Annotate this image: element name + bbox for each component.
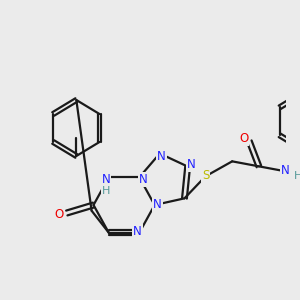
Text: N: N: [281, 164, 290, 177]
Text: O: O: [239, 132, 248, 145]
Text: N: N: [101, 173, 110, 186]
Text: N: N: [139, 173, 148, 186]
Text: N: N: [153, 197, 162, 211]
Text: N: N: [187, 158, 196, 171]
Text: N: N: [157, 150, 166, 163]
Text: N: N: [133, 225, 142, 238]
Text: O: O: [55, 208, 64, 221]
Text: H: H: [294, 171, 300, 181]
Text: S: S: [202, 169, 209, 182]
Text: H: H: [102, 186, 110, 196]
